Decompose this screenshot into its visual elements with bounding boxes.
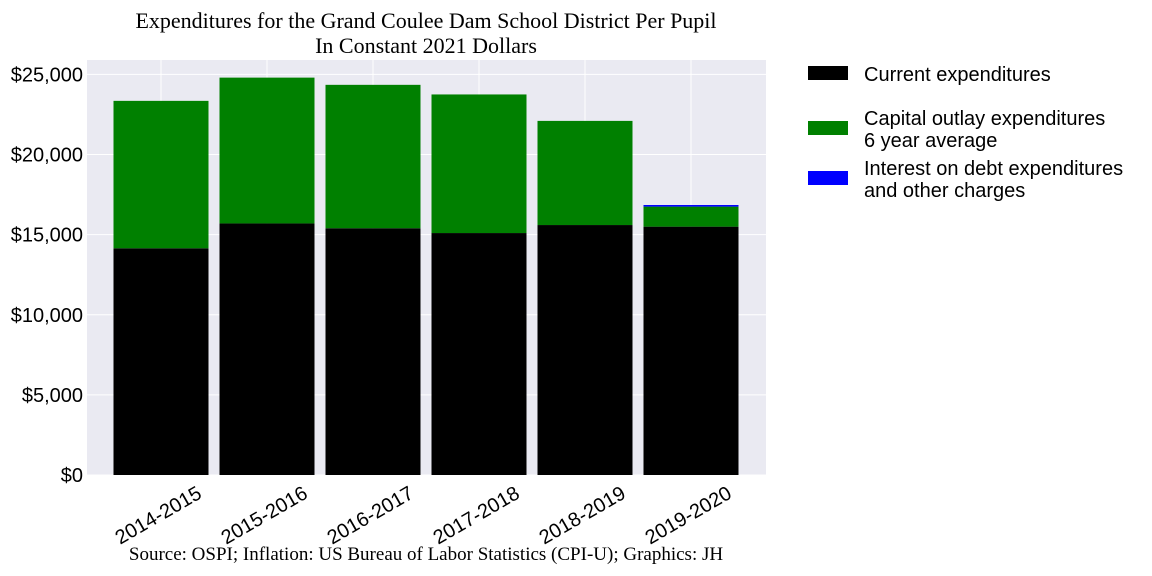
x-tick-label: 2016-2017 bbox=[324, 482, 418, 549]
y-tick-label: $25,000 bbox=[11, 64, 83, 86]
chart-subtitle: In Constant 2021 Dollars bbox=[315, 33, 537, 58]
x-tick-label: 2014-2015 bbox=[112, 482, 206, 549]
legend-label: and other charges bbox=[864, 180, 1025, 202]
legend-swatch bbox=[808, 121, 848, 135]
bar-segment-series-0 bbox=[643, 226, 739, 475]
bar-segment-series-0 bbox=[431, 233, 527, 475]
bar-segment-series-2 bbox=[643, 205, 739, 207]
y-tick-label: $0 bbox=[61, 465, 83, 487]
legend-swatch bbox=[808, 66, 848, 80]
bars bbox=[113, 77, 739, 475]
bar-segment-series-1 bbox=[113, 100, 209, 249]
y-tick-label: $5,000 bbox=[22, 385, 83, 407]
legend-label: Interest on debt expenditures bbox=[864, 158, 1123, 180]
legend-label: Capital outlay expenditures bbox=[864, 108, 1105, 130]
bar-segment-series-1 bbox=[431, 94, 527, 234]
bar-segment-series-0 bbox=[537, 225, 633, 475]
bar-segment-series-1 bbox=[219, 77, 315, 224]
x-tick-label: 2015-2016 bbox=[218, 482, 312, 549]
x-tick-label: 2017-2018 bbox=[430, 482, 524, 549]
y-tick-label: $20,000 bbox=[11, 145, 83, 167]
bar-segment-series-0 bbox=[325, 228, 421, 475]
legend-label: 6 year average bbox=[864, 130, 997, 152]
legend-label: Current expenditures bbox=[864, 64, 1051, 86]
y-tick-label: $15,000 bbox=[11, 225, 83, 247]
bar-segment-series-1 bbox=[325, 84, 421, 229]
x-axis-ticks: 2014-2015 2015-2016 2016-2017 2017-2018 2018… bbox=[112, 482, 736, 549]
x-tick-label: 2018-2019 bbox=[536, 482, 630, 549]
legend: Current expenditures Capital outlay expen… bbox=[808, 64, 1123, 202]
x-tick-label: 2019-2020 bbox=[642, 482, 736, 549]
bar-segment-series-0 bbox=[113, 248, 209, 475]
y-axis-ticks: $0 $5,000 $10,000 $15,000 $20,000 $25,000 bbox=[11, 64, 83, 487]
legend-swatch bbox=[808, 171, 848, 185]
source-note: Source: OSPI; Inflation: US Bureau of La… bbox=[129, 544, 723, 565]
chart-title: Expenditures for the Grand Coulee Dam Sc… bbox=[135, 8, 716, 33]
bar-segment-series-1 bbox=[537, 120, 633, 226]
bar-segment-series-0 bbox=[219, 223, 315, 475]
bar-segment-series-1 bbox=[643, 206, 739, 227]
y-tick-label: $10,000 bbox=[11, 305, 83, 327]
